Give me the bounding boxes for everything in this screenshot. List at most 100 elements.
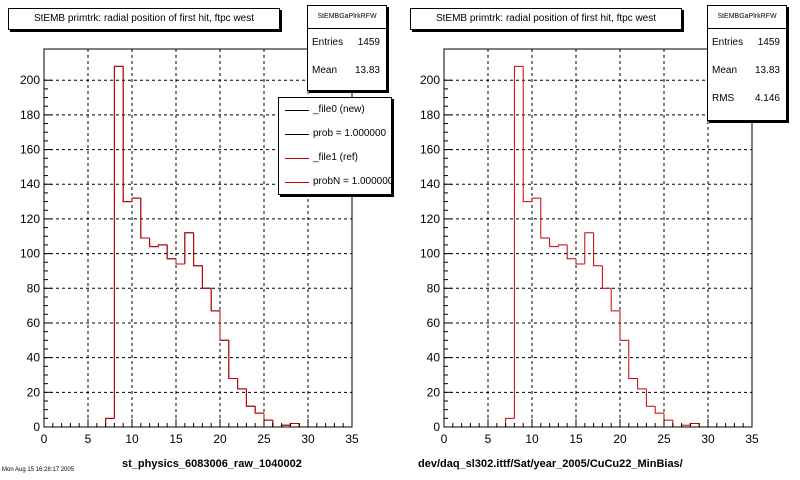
left-series1-bin-26: [272, 420, 282, 428]
left-x-tick-label-3: 15: [169, 432, 183, 446]
right-stats-entries-row: Entries 1459: [708, 29, 786, 57]
left-series1-bin-29: [298, 423, 308, 428]
left-series0-bin-8: [113, 65, 124, 419]
legend-swatch-prob: [285, 134, 309, 135]
right-series0-bin-15: [575, 258, 585, 265]
right-stats-box: StEMBGaPlrkRFW Entries 1459 Mean 13.83 R…: [707, 5, 787, 121]
right-series0-bin-21: [628, 340, 638, 379]
right-series0-bin-23: [645, 388, 656, 407]
right-stats-rms-row: RMS 4.146: [708, 85, 786, 113]
right-stats-rms-value: 4.146: [754, 93, 780, 104]
left-series0-bin-22: [237, 378, 247, 390]
right-y-tick-label-1: 20: [427, 385, 441, 399]
left-series1-bin-12: [149, 238, 159, 248]
left-series1-bin-28: [289, 423, 300, 426]
left-title: StEMB primtrk: radial position of first …: [33, 13, 255, 24]
left-stats-entries-row: Entries 1459: [308, 29, 386, 57]
legend-entry-prob: prob = 1.000000: [279, 122, 391, 146]
right-series0-bin-22: [637, 378, 647, 390]
left-stats-mean-value: 13.83: [354, 65, 380, 76]
right-title-box: StEMB primtrk: radial position of first …: [410, 8, 682, 30]
left-series0-bin-7: [105, 417, 115, 427]
left-series1-bin-22: [237, 378, 247, 390]
right-stats-mean-label: Mean: [712, 65, 738, 76]
left-series0-bin-21: [228, 340, 238, 379]
right-y-tick-label-2: 40: [427, 351, 441, 365]
right-stats-name: StEMBGaPlrkRFW: [708, 6, 786, 29]
timestamp-label: Mon Aug 15 16:28:17 2005: [2, 467, 75, 473]
left-y-tick-label-10: 200: [20, 73, 40, 87]
right-x-tick-label-0: 0: [441, 432, 448, 446]
left-series0-bin-26: [272, 420, 282, 428]
legend-entry-file1: _file1 (ref): [279, 146, 391, 170]
legend-swatch-file1: [285, 158, 309, 159]
left-y-tick-label-2: 40: [27, 351, 41, 365]
right-stats-mean-row: Mean 13.83: [708, 57, 786, 85]
left-series1-bin-21: [228, 340, 238, 379]
left-series0-bin-14: [166, 244, 176, 260]
left-series0-bin-23: [245, 388, 256, 407]
left-stats-entries-value: 1459: [357, 37, 380, 48]
left-x-tick-label-6: 30: [301, 432, 315, 446]
left-series1-bin-11: [140, 198, 150, 239]
right-y-tick-label-3: 60: [427, 316, 441, 330]
right-footer-label: dev/daq_sl302.ittf/Sat/year_2005/CuCu22_…: [418, 458, 683, 470]
right-series0-bin-28: [689, 423, 700, 426]
left-x-tick-label-2: 10: [125, 432, 139, 446]
left-series1-bin-25: [263, 413, 273, 421]
right-x-tick-label-5: 25: [657, 432, 671, 446]
left-series0-bin-18: [201, 265, 212, 289]
left-title-box: StEMB primtrk: radial position of first …: [8, 8, 280, 30]
right-y-tick-label-6: 120: [420, 212, 440, 226]
left-series0-bin-15: [175, 258, 185, 265]
left-series0-bin-11: [140, 198, 150, 239]
right-x-tick-label-7: 35: [745, 432, 759, 446]
right-series0-bin-16: [584, 232, 594, 265]
right-stats-entries-value: 1459: [757, 37, 780, 48]
left-series1-bin-13: [157, 244, 168, 247]
legend-label-probn: probN = 1.000000: [313, 176, 392, 187]
left-series1-bin-14: [166, 244, 176, 260]
left-stats-mean-label: Mean: [312, 65, 338, 76]
left-y-tick-label-5: 100: [20, 247, 40, 261]
right-y-tick-label-0: 0: [433, 420, 440, 434]
left-x-tick-label-7: 35: [345, 432, 359, 446]
right-series0-bin-12: [549, 238, 559, 248]
left-series1-bin-16: [184, 232, 194, 265]
right-series0-bin-18: [601, 265, 612, 289]
right-series0-bin-13: [557, 244, 568, 247]
right-series0-bin-14: [566, 244, 576, 260]
right-x-tick-label-3: 15: [569, 432, 583, 446]
right-y-tick-label-8: 160: [420, 143, 440, 157]
left-y-tick-label-7: 140: [20, 177, 40, 191]
left-footer-label: st_physics_6083006_raw_1040002: [122, 458, 302, 470]
left-stats-entries-label: Entries: [312, 37, 344, 48]
left-axes-frame: [43, 48, 353, 428]
legend-label-prob: prob = 1.000000: [313, 128, 387, 139]
left-x-tick-label-4: 20: [213, 432, 227, 446]
right-x-tick-label-2: 10: [525, 432, 539, 446]
right-y-tick-label-9: 180: [420, 108, 440, 122]
left-series1-bin-17: [193, 232, 203, 267]
left-x-tick-label-1: 5: [85, 432, 92, 446]
left-series1-bin-18: [201, 265, 212, 289]
left-series1-bin-8: [113, 65, 124, 419]
right-stats-rms-label: RMS: [712, 93, 735, 104]
right-series0-bin-19: [610, 288, 620, 312]
left-series0-bin-20: [219, 310, 229, 341]
right-title: StEMB primtrk: radial position of first …: [435, 13, 657, 24]
left-series0-bin-24: [254, 406, 264, 414]
left-series0-bin-12: [149, 238, 159, 248]
left-y-tick-label-8: 160: [20, 143, 40, 157]
legend-swatch-file0: [285, 110, 309, 111]
right-stats-mean-value: 13.83: [754, 65, 780, 76]
left-y-tick-label-4: 80: [27, 281, 41, 295]
left-series1-bin-19: [210, 288, 220, 312]
right-series0-bin-8: [513, 65, 524, 419]
left-series0-bin-9: [122, 66, 132, 203]
left-y-tick-label-0: 0: [33, 420, 40, 434]
left-series0-bin-29: [298, 423, 308, 428]
left-series0-bin-19: [210, 288, 220, 312]
left-y-tick-label-9: 180: [20, 108, 40, 122]
